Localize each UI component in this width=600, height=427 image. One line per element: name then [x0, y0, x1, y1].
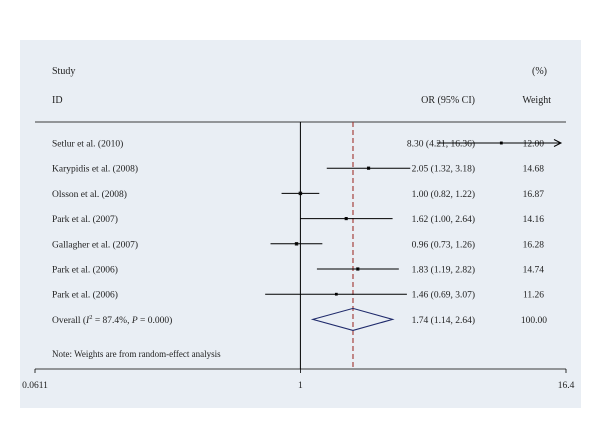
x-axis-ticks: 0.0611 1 16.4 [22, 369, 575, 391]
study-label: Setlur et al. (2010) [52, 139, 123, 150]
id-header: ID [52, 95, 63, 106]
study-label: Gallagher et al. (2007) [52, 239, 138, 250]
overall-i2-symbol: I [85, 316, 90, 326]
study-ci-text: 1.00 (0.82, 1.22) [412, 189, 475, 200]
estimate-header: OR (95% CI) [421, 95, 475, 106]
study-weight: 12.00 [523, 140, 545, 150]
weight-header: Weight [522, 95, 551, 106]
study-marks [265, 122, 563, 369]
overall-diamond [310, 307, 395, 331]
overall-label: Overall (I2 = 87.4%, P = 0.000) [52, 314, 172, 326]
overall-label-suffix: = 0.000) [138, 315, 173, 326]
study-label: Karypidis et al. (2008) [52, 164, 138, 175]
study-point [299, 192, 302, 195]
study-weight: 11.26 [523, 291, 544, 301]
study-weight: 14.16 [523, 215, 545, 225]
weights-note: Note: Weights are from random-effect ana… [52, 349, 221, 359]
overall-ci-text: 1.74 (1.14, 2.64) [412, 315, 475, 326]
study-ci-text: 1.83 (1.19, 2.82) [412, 265, 475, 276]
study-label: Park et al. (2006) [52, 265, 118, 276]
study-weight: 16.28 [523, 240, 545, 250]
study-weight: 14.74 [523, 266, 545, 276]
study-ci-text: 2.05 (1.32, 3.18) [412, 164, 475, 175]
overall-p-symbol: P [131, 316, 138, 326]
study-point [500, 141, 503, 145]
plot-frame: Study ID OR (95% CI) (%) Weight Setlur e… [20, 40, 581, 408]
study-ci-text: 1.46 (0.69, 3.07) [412, 290, 475, 301]
overall-label-middle: = 87.4%, [92, 316, 131, 326]
study-point [367, 167, 370, 170]
study-point [295, 242, 298, 245]
study-label: Olsson et al. (2008) [52, 189, 127, 200]
x-tick-label: 0.0611 [22, 381, 48, 391]
study-ci-arrow [553, 139, 563, 147]
study-ci-text: 0.96 (0.73, 1.26) [412, 239, 475, 250]
study-weight: 16.87 [523, 190, 545, 200]
study-weight: 14.68 [523, 165, 545, 175]
study-header: Study [52, 66, 75, 77]
x-tick-label: 16.4 [558, 381, 575, 391]
study-point [335, 293, 338, 296]
study-label: Park et al. (2006) [52, 290, 118, 301]
overall-i2-superscript: 2 [89, 314, 92, 321]
weight-header-unit: (%) [532, 66, 547, 77]
x-tick-label: 1 [298, 381, 303, 391]
study-rows: Setlur et al. (2010) 8.30 (4.21, 16.36) 12… [52, 139, 547, 326]
study-point [345, 217, 348, 220]
overall-label-prefix: Overall ( [52, 315, 86, 326]
study-point [356, 267, 359, 271]
overall-weight: 100.00 [521, 316, 547, 326]
forest-plot: Study ID OR (95% CI) (%) Weight Setlur e… [22, 66, 575, 391]
study-ci-text: 8.30 (4.21, 16.36) [407, 139, 475, 150]
study-label: Park et al. (2007) [52, 214, 118, 225]
study-ci-text: 1.62 (1.00, 2.64) [412, 214, 475, 225]
